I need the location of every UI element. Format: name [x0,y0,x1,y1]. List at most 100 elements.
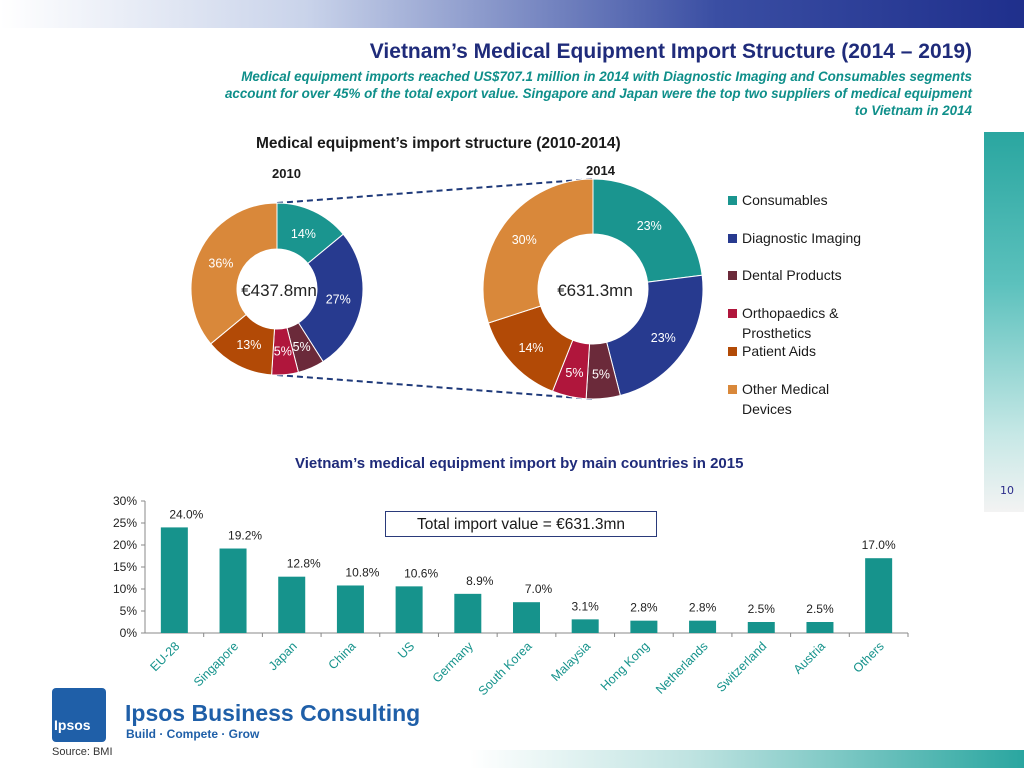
bar-value-label: 2.5% [806,602,834,616]
x-category-label: EU-28 [148,639,183,674]
pie-slice-label: 5% [592,368,610,382]
pie-slice-label: 5% [293,340,311,354]
y-tick-label: 0% [120,626,138,640]
y-tick-label: 15% [113,560,137,574]
x-category-label: US [395,639,417,661]
company-name: Ipsos Business Consulting [125,700,421,726]
bar [689,620,717,633]
legend-label: Orthopaedics & Prosthetics [742,305,839,341]
bar [160,527,188,633]
bar-chart-title: Vietnam’s medical equipment import by ma… [295,455,744,472]
bar-value-label: 10.6% [404,566,438,580]
legend-label: Other Medical Devices [742,381,830,417]
y-tick-label: 25% [113,516,137,530]
company-tagline: Build · Compete · Grow [126,727,260,741]
x-category-label: Switzerland [714,639,770,695]
bar [395,586,423,633]
bar-value-label: 7.0% [525,582,553,596]
bar [278,576,306,633]
pie-slice-label: 36% [208,257,233,271]
total-import-annotation: Total import value = €631.3mn [385,511,657,537]
side-decoration-strip [984,132,1024,512]
x-category-label: Japan [266,639,300,673]
page-number: 10 [1000,484,1014,497]
bar [865,558,893,633]
pie-slice [482,178,594,324]
x-category-label: Netherlands [653,639,711,697]
bar-value-label: 3.1% [572,599,600,613]
bar [571,619,599,633]
legend-swatch [728,234,737,243]
y-tick-label: 5% [120,604,138,618]
pie-slice-label: 27% [326,293,351,307]
legend-label: Dental Products [742,267,842,283]
pie-slice-label: 5% [565,366,583,380]
x-category-label: China [326,639,359,672]
bar-value-label: 17.0% [862,538,896,552]
pie-slice-label: 13% [236,338,261,352]
pie-slice-label: 14% [519,341,544,355]
pie-slice-label: 23% [637,219,662,233]
bottom-decoration-band [470,750,1024,768]
pie-2014-year: 2014 [586,163,615,178]
x-category-label: Malaysia [549,639,594,684]
bar-value-label: 19.2% [228,529,262,543]
legend-swatch [728,347,737,356]
x-category-label: Germany [430,639,477,686]
y-tick-label: 20% [113,538,137,552]
pie-connector-bottom [276,374,594,400]
bar [630,620,658,633]
x-category-label: Singapore [191,639,241,689]
legend-label: Diagnostic Imaging [742,230,862,246]
bar [336,585,364,633]
pie-center-label: €437.8mn [241,281,317,300]
pie-slice [606,274,704,397]
subtitle-line-3: to Vietnam in 2014 [854,103,972,118]
bar-value-label: 2.8% [689,601,717,615]
x-category-label: Austria [791,639,828,676]
bar-value-label: 24.0% [169,507,203,521]
pie-center-label: €631.3mn [557,281,633,300]
legend-label: Consumables [742,192,828,208]
pie-slice [297,233,364,363]
y-tick-label: 30% [113,494,137,508]
source-note: Source: BMI [52,746,113,758]
legend-swatch [728,309,737,318]
bar-value-label: 2.8% [630,601,658,615]
subtitle-line-1: Medical equipment imports reached US$707… [241,69,972,84]
bar [454,593,482,633]
bar-value-label: 10.8% [345,565,379,579]
pie-charts: 14%27%5%5%13%36%€437.8mn23%23%5%5%14%30%… [190,178,704,400]
pie-2010-year: 2010 [272,166,301,181]
y-tick-label: 10% [113,582,137,596]
x-category-label: South Korea [476,639,535,698]
bar [747,622,775,633]
legend-swatch [728,196,737,205]
x-category-label: Others [850,639,886,675]
bar-value-label: 8.9% [466,574,494,588]
logo-text: Ipsos [54,717,91,733]
pie-slice-label: 30% [512,233,537,247]
legend-swatch [728,385,737,394]
pie-chart-title: Medical equipment’s import structure (20… [256,135,621,152]
slide-title: Vietnam’s Medical Equipment Import Struc… [369,40,972,63]
legend-label: Patient Aids [742,343,816,359]
bar [219,548,247,633]
pie-slice [592,178,703,283]
pie-slice [190,202,278,345]
top-banner [0,0,1024,28]
bar [513,602,540,633]
pie-connector-top [276,178,594,204]
pie-slice-label: 5% [274,345,292,359]
bar-value-label: 12.8% [287,557,321,571]
slide-subtitle: Medical equipment imports reached US$707… [112,68,972,119]
pie-slice-label: 23% [651,331,676,345]
x-category-label: Hong Kong [598,639,652,693]
bar-value-label: 2.5% [748,602,776,616]
subtitle-line-2: account for over 45% of the total export… [224,86,972,101]
ipsos-logo [52,688,106,742]
pie-slice-label: 14% [291,227,316,241]
bar [806,622,834,633]
legend-swatch [728,271,737,280]
